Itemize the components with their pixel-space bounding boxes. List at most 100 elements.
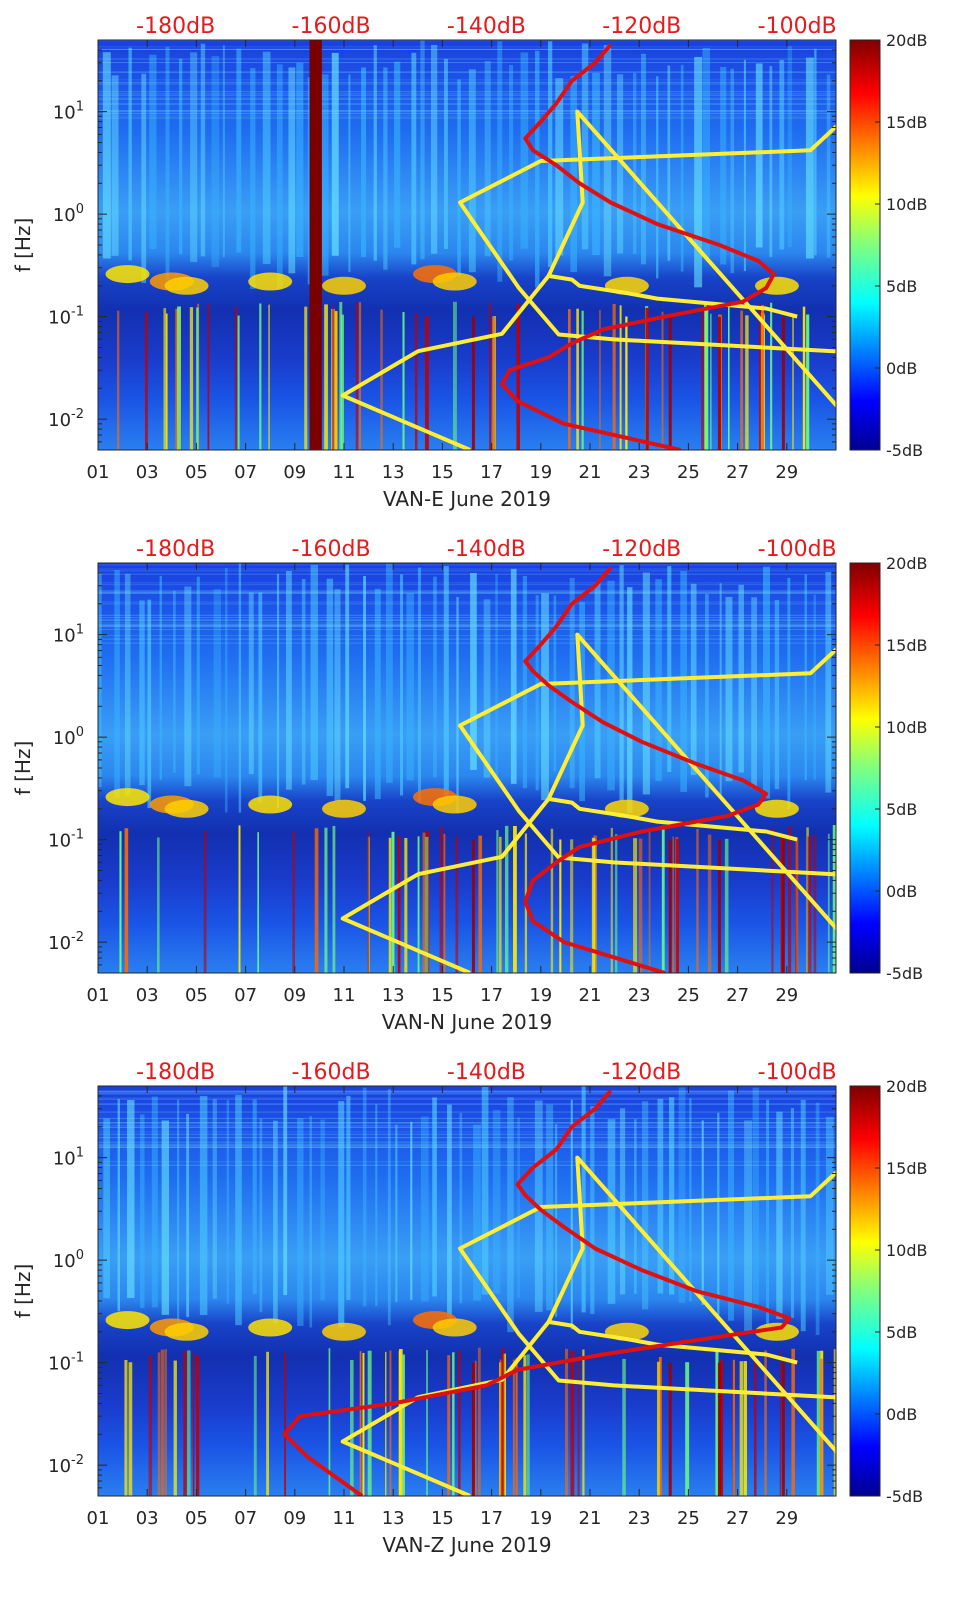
transient-event	[501, 1347, 505, 1496]
spectrogram-streak	[149, 54, 157, 250]
spectrogram-streak	[262, 51, 271, 264]
transient-event	[124, 1359, 128, 1496]
top-db-label: -160dB	[292, 537, 371, 562]
band-line	[98, 618, 836, 620]
spectrogram-streak	[159, 575, 162, 780]
spectrogram-streak	[520, 52, 529, 249]
band-line	[98, 638, 836, 640]
x-tick-label: 05	[185, 462, 208, 483]
transient-event	[332, 825, 336, 973]
colorbar-tick-label: 5dB	[886, 800, 917, 819]
transient-event	[391, 831, 395, 973]
band-line	[98, 564, 836, 566]
x-tick-label: 09	[283, 985, 306, 1006]
x-axis-label: VAN-N June 2019	[382, 1010, 552, 1034]
transient-event	[807, 836, 810, 973]
y-tick-base: 10	[48, 410, 71, 431]
transient-event	[745, 315, 749, 450]
spectrogram-streak	[296, 62, 304, 257]
y-tick-label: 10-1	[48, 305, 84, 329]
transient-event	[806, 314, 810, 450]
microseism-blob	[105, 788, 150, 807]
spectrogram-streak	[387, 1089, 391, 1326]
x-tick-label: 15	[431, 985, 454, 1006]
spectrogram-streak	[541, 593, 549, 801]
spectrogram-streak	[117, 1099, 120, 1312]
spectrogram-streak	[346, 1095, 351, 1301]
transient-event	[192, 1353, 195, 1496]
transient-event	[399, 1349, 403, 1496]
band-line	[98, 628, 836, 630]
transient-event	[740, 310, 743, 450]
transient-event	[334, 310, 338, 450]
event-line	[471, 839, 475, 973]
spectrogram-streak	[326, 578, 334, 796]
x-tick-label: 03	[136, 462, 159, 483]
spectrogram-streak	[395, 1124, 398, 1303]
transient-event	[237, 315, 240, 450]
transient-event	[389, 1350, 392, 1496]
colorbar-tick-label: 0dB	[886, 1405, 917, 1424]
x-tick-label: 19	[529, 1508, 552, 1529]
band-line	[98, 617, 836, 619]
band-line	[98, 1161, 836, 1163]
spectrogram-streak	[641, 53, 646, 265]
x-tick-label: 07	[234, 1508, 257, 1529]
y-tick-base: 10	[53, 728, 76, 749]
spectrogram-streak	[717, 1112, 720, 1316]
colorbar: 20dB 15dB 10dB 5dB 0dB -5dB	[849, 31, 928, 460]
band-line	[98, 591, 836, 593]
y-tick-exponent: -2	[71, 930, 84, 945]
transient-event	[707, 834, 712, 973]
spectrogram-streak	[276, 573, 280, 809]
transient-event	[458, 1350, 461, 1496]
transient-event	[489, 302, 491, 450]
top-db-axis: -180dB -160dB -140dB -120dB -100dB	[136, 537, 836, 562]
spectrogram-streak	[338, 1101, 345, 1328]
y-tick-label: 101	[53, 623, 84, 647]
spectrogram-streak	[825, 1116, 834, 1295]
y-tick-exponent: -1	[71, 1351, 84, 1366]
x-tick-label: 15	[431, 462, 454, 483]
transient-event	[253, 1355, 257, 1496]
transient-event	[380, 309, 383, 450]
x-tick-label: 07	[234, 985, 257, 1006]
transient-event	[515, 1357, 518, 1496]
y-tick-base: 10	[53, 626, 76, 647]
noise-model-yellow-b	[548, 796, 798, 842]
band-line	[98, 1131, 836, 1133]
transient-event	[292, 831, 295, 973]
colorbar-tick-label: 15dB	[886, 1159, 928, 1178]
transient-event	[207, 304, 210, 450]
band-line	[98, 1098, 836, 1100]
band-line	[98, 103, 836, 105]
spectrogram-streak	[678, 1087, 686, 1303]
spectrogram-streak	[581, 1086, 586, 1313]
y-tick-exponent: 1	[76, 623, 84, 638]
spectrogram-streak	[200, 43, 206, 257]
transient-event	[266, 1351, 269, 1496]
colorbar-tick-label: 20dB	[886, 554, 928, 573]
spectrogram-streak	[252, 1099, 257, 1295]
spectrogram-streak	[98, 571, 102, 788]
band-line	[98, 625, 836, 627]
spectrogram-streak	[483, 599, 491, 778]
band-line	[98, 623, 836, 625]
transient-event	[792, 313, 794, 450]
transient-event	[582, 1349, 585, 1496]
transient-event	[498, 836, 502, 973]
y-tick-label: 10-1	[48, 1351, 84, 1375]
transient-event	[259, 303, 262, 450]
spectrogram-streak	[161, 1120, 170, 1315]
band-line	[98, 1122, 836, 1124]
band-line	[98, 1091, 836, 1093]
transient-event	[447, 1355, 451, 1496]
x-tick-label: 05	[185, 1508, 208, 1529]
colorbar: 20dB 15dB 10dB 5dB 0dB -5dB	[849, 1077, 928, 1506]
x-tick-label: 25	[677, 462, 700, 483]
band-line	[98, 592, 836, 594]
transient-event	[359, 1351, 362, 1496]
spectrogram-streak	[276, 64, 283, 290]
transient-event	[324, 827, 328, 973]
